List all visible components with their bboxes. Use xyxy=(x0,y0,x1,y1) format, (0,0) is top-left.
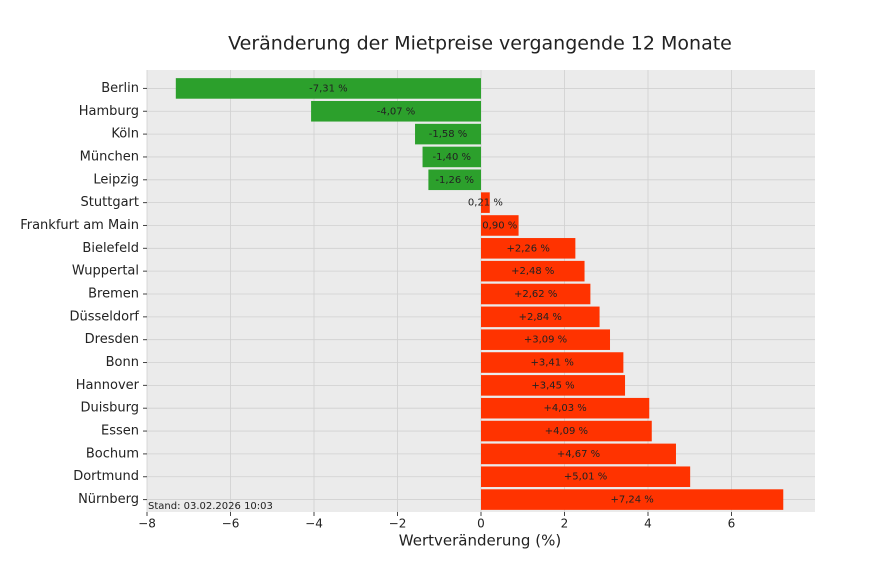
y-tick-label: Nürnberg xyxy=(78,492,139,507)
value-label: +3,45 % xyxy=(531,380,574,391)
y-tick-label: Wuppertal xyxy=(72,264,139,279)
bar xyxy=(481,260,585,282)
bar xyxy=(415,123,481,145)
bar xyxy=(481,238,576,259)
bar xyxy=(481,329,611,350)
y-tick-label: Bonn xyxy=(106,355,139,370)
value-label: +2,48 % xyxy=(511,266,554,277)
y-tick-label: Dresden xyxy=(85,332,139,347)
x-tick-label: 2 xyxy=(561,517,569,531)
y-tick-label: Stuttgart xyxy=(81,195,139,210)
x-tick-label: 0 xyxy=(477,517,485,531)
y-tick-label: Essen xyxy=(101,424,139,439)
x-axis-label: Wertveränderung (%) xyxy=(399,532,561,550)
y-tick-label: Hannover xyxy=(76,378,140,393)
chart-title: Veränderung der Mietpreise vergangende 1… xyxy=(228,33,732,55)
value-label: +5,01 % xyxy=(564,472,607,483)
bar xyxy=(481,306,600,328)
bar xyxy=(481,352,624,373)
grid: −8 −6 −4 −2 0 2 4 6 xyxy=(138,70,815,531)
y-tick-label: Düsseldorf xyxy=(69,309,139,324)
y-tick-label: Duisburg xyxy=(81,401,140,416)
bar xyxy=(311,100,481,122)
bar xyxy=(481,466,691,488)
bar xyxy=(428,169,481,191)
x-tick-label: −2 xyxy=(389,517,407,531)
x-tick-label: 4 xyxy=(644,517,652,531)
bars: -7,31 % Berlin -4,07 % Hamburg -1,58 % Köln -1… xyxy=(20,78,784,510)
y-tick-label: Bremen xyxy=(88,287,139,302)
y-tick-label: Hamburg xyxy=(79,104,139,119)
bar xyxy=(175,78,481,99)
x-tick-label: −4 xyxy=(305,517,323,531)
y-tick-label: Frankfurt am Main xyxy=(20,218,139,233)
value-label: +2,84 % xyxy=(519,312,562,323)
value-label: 0,90 % xyxy=(482,220,517,231)
bar xyxy=(481,215,519,236)
value-label: +2,26 % xyxy=(507,243,550,254)
bar xyxy=(481,443,676,465)
y-tick-label: Berlin xyxy=(101,81,139,96)
bar xyxy=(422,146,481,168)
value-label: +3,41 % xyxy=(531,358,574,369)
y-tick-label: Bielefeld xyxy=(82,241,139,256)
value-label: +3,09 % xyxy=(524,335,567,346)
value-label: +2,62 % xyxy=(514,289,557,300)
bar xyxy=(481,283,591,305)
y-tick-label: Köln xyxy=(111,127,139,142)
bar xyxy=(481,192,490,213)
value-label: -1,58 % xyxy=(429,129,468,140)
bar xyxy=(481,420,652,442)
y-tick-label: Dortmund xyxy=(73,469,139,484)
bar xyxy=(481,489,784,510)
x-tick-label: 6 xyxy=(728,517,736,531)
y-tick-label: Leipzig xyxy=(93,172,139,187)
value-label: 0,21 % xyxy=(468,198,503,209)
value-label: +4,09 % xyxy=(545,426,588,437)
footnote: Stand: 03.02.2026 10:03 xyxy=(148,501,273,512)
y-tick-label: München xyxy=(80,149,139,164)
bar xyxy=(481,397,650,419)
value-label: -1,26 % xyxy=(435,175,474,186)
value-label: +4,03 % xyxy=(543,403,586,414)
value-label: +4,67 % xyxy=(557,449,600,460)
value-label: -7,31 % xyxy=(309,83,348,94)
x-tick-label: −8 xyxy=(138,517,156,531)
value-label: +7,24 % xyxy=(610,495,653,506)
value-label: -1,40 % xyxy=(432,152,471,163)
value-label: -4,07 % xyxy=(377,106,416,117)
bar xyxy=(481,375,626,396)
y-tick-label: Bochum xyxy=(86,446,139,461)
x-tick-label: −6 xyxy=(222,517,240,531)
